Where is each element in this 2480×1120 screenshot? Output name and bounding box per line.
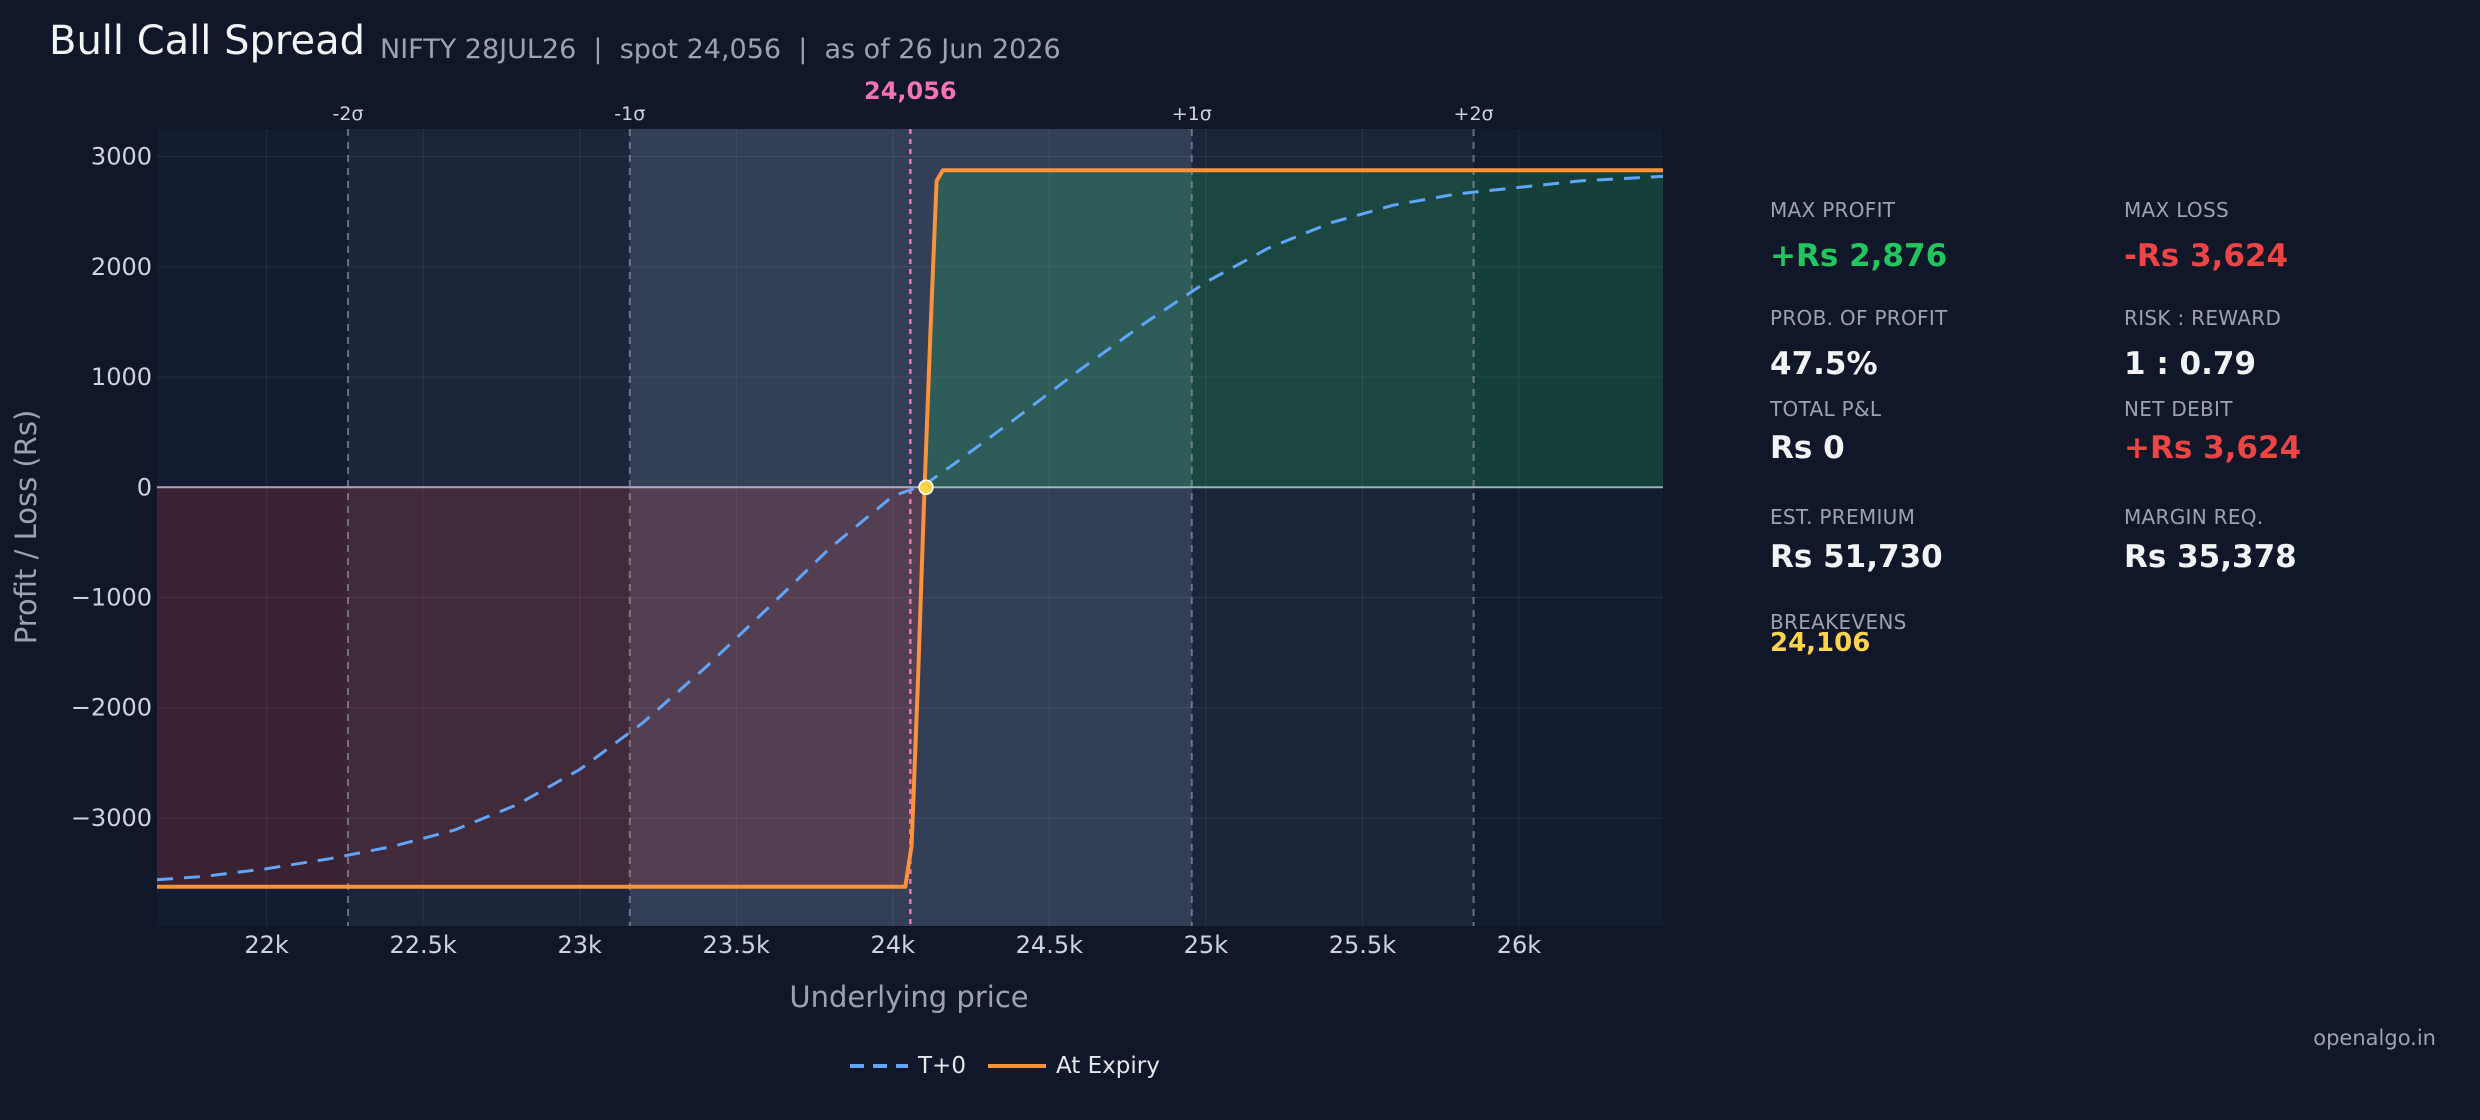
x-tick-label: 25k <box>1184 931 1229 959</box>
y-tick-label: −3000 <box>71 804 152 832</box>
sigma-label: -1σ <box>614 103 645 125</box>
legend-item-t0[interactable]: T+0 <box>850 1053 966 1079</box>
breakeven-marker[interactable] <box>918 479 934 496</box>
premium-label: EST. PREMIUM <box>1770 505 1916 529</box>
y-tick-label: 3000 <box>91 143 152 171</box>
loss-region <box>157 487 926 887</box>
x-tick-label: 24k <box>871 931 916 959</box>
max-profit-value: +Rs 2,876 <box>1770 238 1948 274</box>
total-pl-value: Rs 0 <box>1770 430 1845 466</box>
margin-value: Rs 35,378 <box>2124 539 2297 575</box>
risk-reward-value: 1 : 0.79 <box>2124 346 2257 382</box>
x-tick-label: 22.5k <box>389 931 456 959</box>
series-line-t0[interactable] <box>157 174 1663 882</box>
legend[interactable]: T+0 At Expiry <box>850 1053 1182 1079</box>
max-profit-label: MAX PROFIT <box>1770 198 1896 222</box>
margin-label: MARGIN REQ. <box>2124 505 2264 529</box>
page-title: Bull Call Spread <box>49 18 365 64</box>
legend-item-expiry[interactable]: At Expiry <box>987 1053 1160 1079</box>
y-tick-label: −1000 <box>71 583 152 611</box>
sigma-label: +1σ <box>1172 103 1212 125</box>
x-tick-label: 24.5k <box>1016 931 1083 959</box>
legend-label-expiry: At Expiry <box>1055 1053 1160 1079</box>
legend-label-t0: T+0 <box>918 1053 966 1079</box>
sigma-label: -2σ <box>332 103 363 125</box>
breakevens-value: 24,106 <box>1770 628 1871 658</box>
premium-value: Rs 51,730 <box>1770 539 1943 575</box>
breakevens-label: BREAKEVENS <box>1770 610 1907 634</box>
x-tick-label: 25.5k <box>1329 931 1396 959</box>
footer-watermark: openalgo.in <box>2313 1026 2436 1050</box>
profit-region <box>925 170 1663 488</box>
y-tick-label: −2000 <box>71 694 152 722</box>
x-tick-label: 26k <box>1497 931 1542 959</box>
total-pl-label: TOTAL P&L <box>1770 397 1882 421</box>
x-tick-label: 23.5k <box>703 931 770 959</box>
y-tick-label: 0 <box>137 473 152 501</box>
x-axis-title: Underlying price <box>789 980 1028 1014</box>
legend-line-icon <box>987 1064 1046 1068</box>
max-loss-value: -Rs 3,624 <box>2124 238 2289 274</box>
x-tick-label: 23k <box>557 931 602 959</box>
risk-reward-label: RISK : REWARD <box>2124 306 2282 330</box>
series-line-expiry[interactable] <box>157 168 1663 889</box>
y-axis-title: Profit / Loss (Rs) <box>9 410 43 645</box>
pop-label: PROB. OF PROFIT <box>1770 306 1948 330</box>
legend-dash-icon <box>850 1064 908 1068</box>
pop-value: 47.5% <box>1770 346 1878 382</box>
max-loss-label: MAX LOSS <box>2124 198 2229 222</box>
spot-label: 24,056 <box>864 77 957 105</box>
y-tick-label: 1000 <box>91 363 152 391</box>
y-tick-label: 2000 <box>91 253 152 281</box>
sigma-label: +2σ <box>1454 103 1494 125</box>
net-debit-value: +Rs 3,624 <box>2124 430 2302 466</box>
page-subtitle: NIFTY 28JUL26 | spot 24,056 | as of 26 J… <box>380 34 1061 65</box>
net-debit-label: NET DEBIT <box>2124 397 2233 421</box>
x-tick-label: 22k <box>244 931 289 959</box>
